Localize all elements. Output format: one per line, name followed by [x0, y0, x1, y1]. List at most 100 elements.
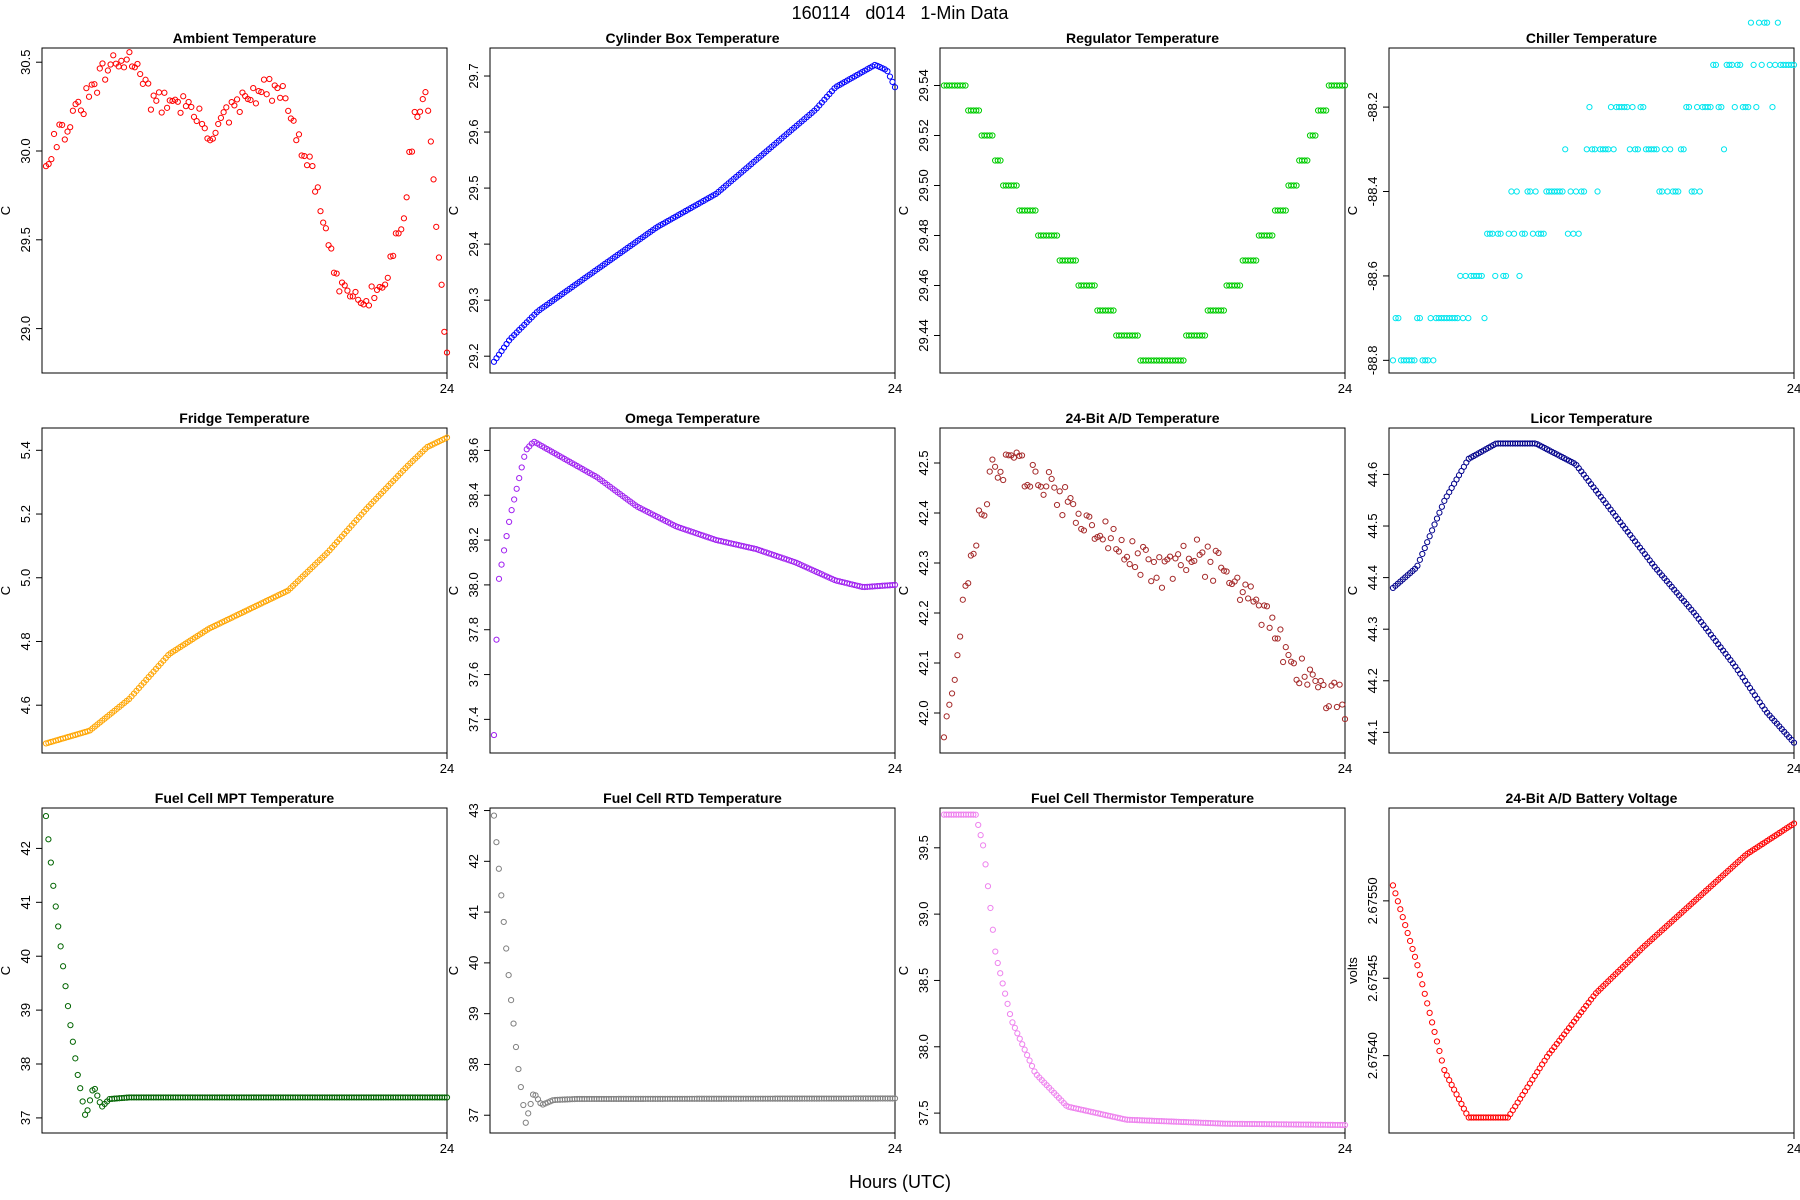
data-point [201, 125, 208, 132]
data-point [973, 107, 980, 114]
data-point [77, 107, 85, 114]
x-tick-label: 24 [888, 381, 902, 396]
data-point [1790, 61, 1798, 68]
y-tick-label: 37 [466, 1108, 481, 1122]
data-point [153, 97, 160, 104]
data-point [1277, 626, 1284, 633]
data-point [295, 131, 303, 138]
data-point [1312, 677, 1319, 685]
data-point [403, 194, 410, 201]
y-tick-label: 38.2 [466, 527, 481, 552]
x-tick-label: 24 [1338, 1141, 1352, 1156]
y-tick-label: 5.4 [18, 441, 33, 459]
data-point [1258, 621, 1265, 628]
data-point [381, 281, 389, 288]
data-point [973, 542, 980, 549]
data-point [527, 1100, 534, 1108]
data-point [177, 109, 184, 116]
plot-frame [41, 807, 448, 1134]
data-point [983, 501, 991, 508]
data-point [223, 104, 230, 111]
data-point [997, 468, 1004, 475]
y-tick-label: 29.50 [916, 169, 931, 202]
data-point [1075, 510, 1082, 517]
data-point [384, 274, 391, 281]
y-tick-label: 44.4 [1365, 565, 1380, 590]
y-tick-label: 29.54 [916, 69, 931, 102]
data-point [150, 92, 157, 99]
y-tick-label: 37.5 [916, 1100, 931, 1125]
data-point [1102, 518, 1109, 525]
data-point [1414, 962, 1421, 969]
data-point [193, 117, 200, 125]
data-point [1236, 596, 1244, 604]
data-point [1010, 454, 1018, 461]
data-point [1502, 272, 1510, 280]
data-point [137, 70, 144, 78]
x-tick-label: 24 [1787, 381, 1800, 396]
data-point [1004, 1000, 1011, 1007]
data-point [118, 57, 125, 64]
data-point [500, 547, 508, 554]
data-point [1788, 61, 1795, 68]
data-point [1640, 103, 1647, 111]
data-point [266, 75, 273, 83]
data-point [1064, 498, 1071, 505]
data-point [212, 129, 219, 136]
chart-panel-1: Ambient Temperature 29.0 29.5 30.0 30.5 24 C [0, 30, 454, 396]
data-point [333, 270, 340, 277]
data-point [1309, 671, 1316, 678]
data-point [1293, 676, 1300, 683]
data-point [1024, 1051, 1031, 1059]
x-tick-label: 24 [888, 761, 902, 776]
chart-title: Cylinder Box Temperature [605, 30, 779, 46]
data-point [1567, 188, 1574, 195]
chart-title: Chiller Temperature [1526, 30, 1657, 46]
data-point [104, 67, 111, 74]
data-point [1540, 230, 1547, 237]
data-point [1517, 1095, 1524, 1102]
y-tick-label: -88.4 [1365, 177, 1380, 207]
data-point [1578, 188, 1585, 195]
data-point [1747, 19, 1755, 26]
data-point [1255, 602, 1262, 609]
data-point [1570, 230, 1577, 237]
data-point [1247, 583, 1254, 590]
data-point [1282, 644, 1289, 651]
data-point [1061, 483, 1069, 491]
y-tick-label: 44.2 [1365, 668, 1380, 693]
data-point [72, 1055, 79, 1062]
y-tick-label: 5.2 [18, 505, 33, 523]
data-point [406, 148, 413, 156]
y-tick-label: 2.67545 [1365, 955, 1380, 1002]
data-point [1564, 230, 1572, 237]
data-point [1586, 103, 1593, 111]
data-point [1242, 581, 1249, 588]
data-point [1293, 182, 1300, 189]
data-point [1486, 230, 1493, 237]
data-point [1333, 703, 1341, 711]
data-point [1134, 332, 1141, 339]
data-point [55, 923, 62, 930]
data-point [1536, 1065, 1543, 1072]
data-point [977, 832, 984, 839]
y-axis-label: C [896, 966, 911, 975]
data-point [69, 1038, 76, 1045]
data-point [1320, 107, 1327, 114]
data-point [1040, 491, 1047, 498]
data-point [190, 113, 198, 121]
x-tick-label: 24 [1338, 761, 1352, 776]
x-tick-label: 24 [1338, 381, 1352, 396]
data-point [884, 68, 891, 75]
data-point [1016, 452, 1023, 459]
data-point [981, 512, 988, 519]
data-point [979, 842, 987, 849]
data-point [1199, 332, 1206, 339]
x-axis-label: Hours (UTC) [849, 1172, 951, 1192]
data-point [1218, 307, 1225, 314]
data-point [490, 731, 498, 739]
data-point [1428, 1019, 1436, 1026]
chart-title: Fuel Cell RTD Temperature [603, 790, 782, 806]
data-point [957, 633, 964, 640]
data-point [997, 970, 1004, 977]
